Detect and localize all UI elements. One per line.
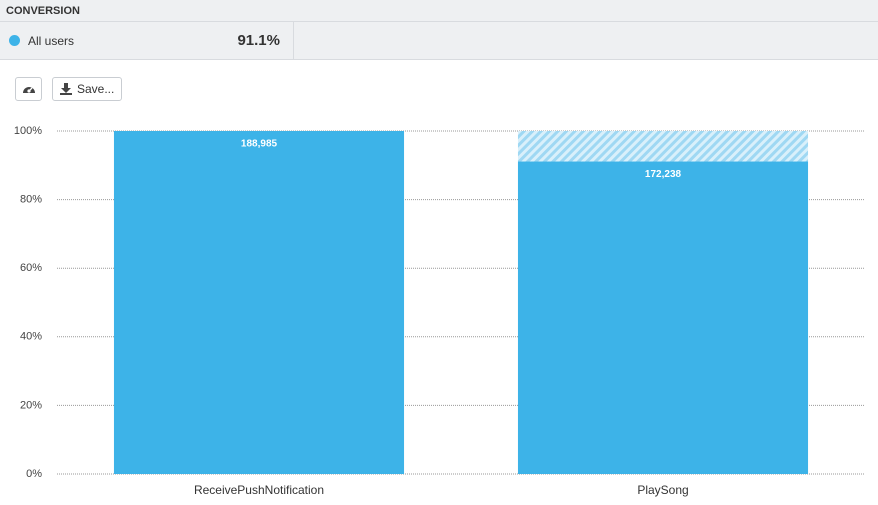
legend-name: All users xyxy=(28,34,75,48)
x-tick-label: PlaySong xyxy=(637,483,688,497)
bar xyxy=(113,131,405,474)
bar xyxy=(517,161,809,474)
chart: 0% 20% 40% 60% 80% 100% 188,985 ReceivePushNoti… xyxy=(14,125,865,497)
y-tick-label: 60% xyxy=(20,262,42,274)
bar-label: 172,238 xyxy=(645,169,682,180)
dropoff xyxy=(517,131,809,162)
y-tick-label: 40% xyxy=(20,331,42,343)
y-tick-label: 100% xyxy=(14,125,42,137)
legend-cell[interactable]: All users 91.1% xyxy=(0,22,294,59)
save-label: Save... xyxy=(77,82,115,96)
download-icon xyxy=(60,83,72,95)
y-tick-label: 80% xyxy=(20,194,42,206)
legend-dot xyxy=(9,35,20,46)
y-tick-label: 0% xyxy=(26,468,42,480)
legend-row: All users 91.1% xyxy=(0,22,878,60)
save-button[interactable]: Save... xyxy=(52,77,122,101)
y-tick-label: 20% xyxy=(20,399,42,411)
legend-value: 91.1% xyxy=(237,32,280,49)
x-tick-label: ReceivePushNotification xyxy=(194,483,324,497)
bar-label: 188,985 xyxy=(241,139,278,150)
gauge-icon xyxy=(23,87,35,93)
gauge-button[interactable] xyxy=(15,77,42,101)
section-header: CONVERSION xyxy=(0,0,878,22)
